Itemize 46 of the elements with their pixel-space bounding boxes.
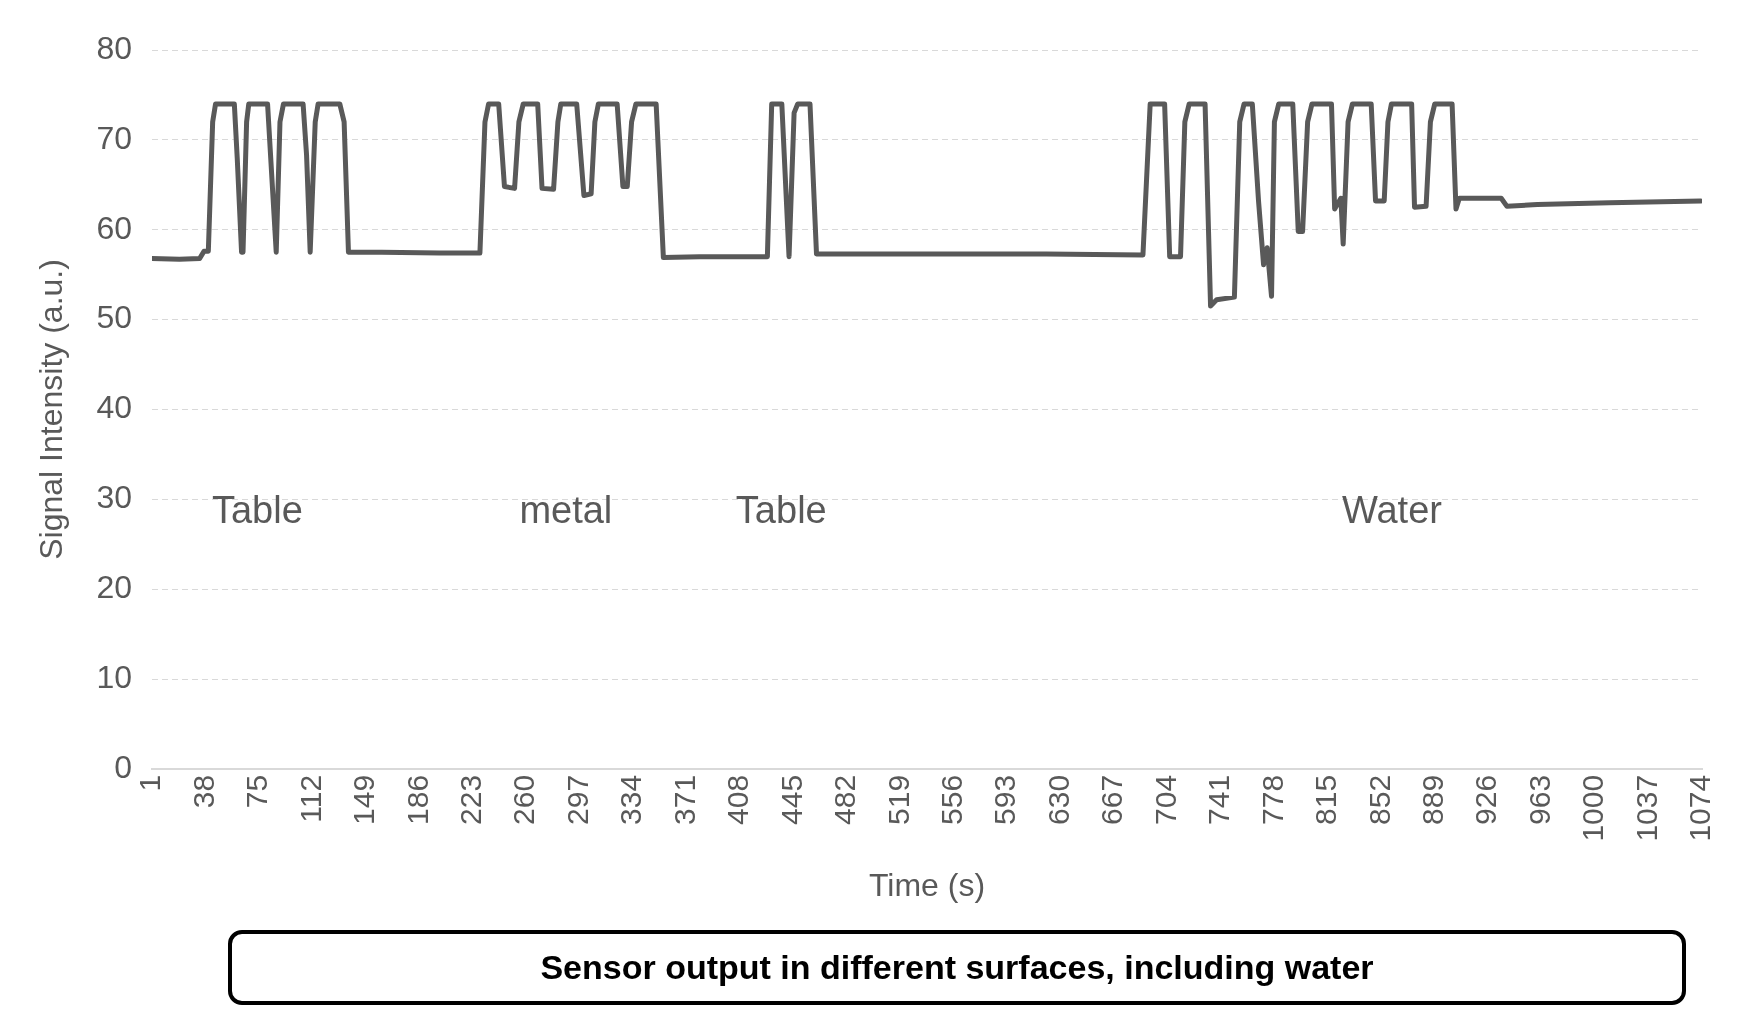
annotation: Water [1342,488,1443,531]
x-tick-label: 519 [881,774,915,825]
y-tick-label: 20 [96,568,132,605]
x-tick-label: 334 [614,774,648,825]
x-tick-label: 778 [1255,774,1289,825]
x-tick-label: 149 [347,774,381,825]
x-tick-label: 445 [774,774,808,825]
x-tick-label: 889 [1416,774,1450,825]
x-tick-label: 482 [828,774,862,825]
y-tick-label: 0 [114,748,132,785]
x-tick-label: 704 [1148,774,1182,825]
y-axis-title: Signal Intensity (a.u.) [33,259,70,560]
x-tick-label: 556 [934,774,968,825]
y-tick-label: 80 [96,29,132,66]
x-tick-label: 297 [560,774,594,825]
x-tick-label: 186 [400,774,434,825]
x-tick-label: 38 [186,774,220,809]
x-tick-label: 963 [1522,774,1556,825]
x-tick-label: 926 [1469,774,1503,825]
annotation: Table [211,488,303,531]
x-tick-label: 741 [1202,774,1236,825]
x-tick-label: 815 [1309,774,1343,825]
text: Sensor output in different surfaces, including water [228,930,1686,1005]
annotation: Table [735,488,827,531]
x-tick-label: 593 [988,774,1022,825]
x-tick-label: 112 [293,774,327,823]
y-tick-label: 60 [96,209,132,246]
y-tick-label: 70 [96,119,132,156]
y-tick-label: 40 [96,389,132,426]
x-tick-label: 1 [133,774,167,792]
x-tick-label: 667 [1095,774,1129,825]
x-tick-label: 223 [453,774,487,825]
x-tick-label: 852 [1362,774,1396,825]
x-tick-label: 1037 [1629,774,1663,842]
x-axis-title: Time (s) [868,866,986,903]
x-tick-label: 371 [667,774,701,825]
y-tick-label: 10 [96,658,132,695]
y-tick-label: 30 [96,479,132,516]
annotation: metal [519,488,613,531]
x-tick-label: 630 [1041,774,1075,825]
x-tick-label: 1074 [1683,774,1717,842]
x-tick-label: 1000 [1576,774,1610,842]
x-tick-label: 75 [240,774,274,809]
x-tick-label: 260 [507,774,541,825]
x-tick-label: 408 [721,774,755,825]
y-tick-label: 50 [96,299,132,336]
